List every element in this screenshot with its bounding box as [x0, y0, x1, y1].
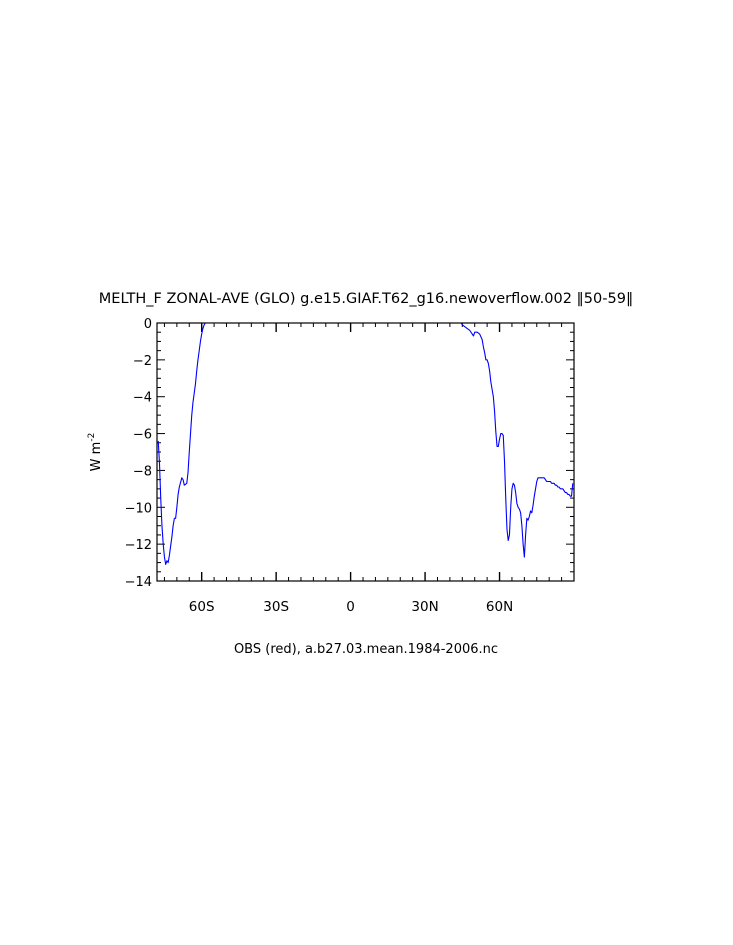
chart-title: MELTH_F ZONAL-AVE (GLO) g.e15.GIAF.T62_g…: [99, 291, 633, 307]
y-axis-label-text: W m: [89, 442, 104, 472]
y-axis: 0 −2 −4 −6 −8 −10 −12 −14: [125, 317, 574, 590]
series-layer: [157, 323, 574, 565]
y-tick-label: 0: [144, 317, 152, 332]
y-tick-label: −12: [125, 538, 152, 553]
y-axis-label-exponent: -2: [87, 433, 97, 442]
x-axis: 60S 30S 0 30N 60N: [163, 323, 563, 615]
y-tick-label: −6: [133, 428, 152, 443]
y-tick-label: −8: [133, 464, 152, 479]
x-tick-label: 0: [346, 599, 355, 615]
x-axis-label: OBS (red), a.b27.03.mean.1984-2006.nc: [234, 642, 498, 657]
x-tick-label: 60S: [189, 599, 215, 615]
x-tick-label: 30S: [263, 599, 289, 615]
x-tick-label: 60N: [486, 599, 513, 615]
plot-frame: [156, 322, 575, 582]
y-tick-label: −2: [133, 354, 152, 369]
y-tick-label: −14: [125, 575, 152, 590]
series-line-segment: [157, 323, 221, 565]
y-tick-label: −4: [133, 391, 152, 406]
series-line-segment: [460, 323, 574, 558]
y-tick-label: −10: [125, 501, 152, 516]
y-axis-label: W m-2: [87, 433, 104, 472]
x-tick-label: 30N: [411, 599, 438, 615]
